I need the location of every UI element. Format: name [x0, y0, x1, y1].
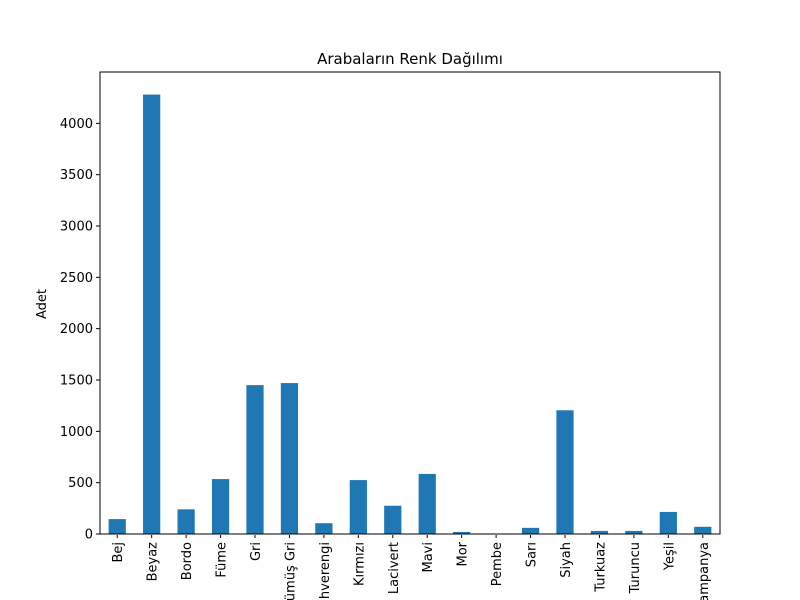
- x-tick-label: Turuncu: [628, 542, 643, 594]
- x-tick-label: Pembe: [490, 542, 505, 586]
- bar-7: [349, 480, 367, 534]
- x-tick-label: Turkuaz: [593, 542, 608, 593]
- x-tick-label: Kırmızı: [352, 542, 367, 586]
- x-tick-label: Şampanya: [697, 542, 712, 600]
- bar-0: [108, 519, 126, 534]
- y-tick-label: 2000: [60, 322, 93, 337]
- bar-12: [521, 527, 540, 534]
- bar-14: [590, 530, 609, 534]
- x-tick-label: Kahverengi: [318, 542, 333, 600]
- x-tick-label: Beyaz: [146, 542, 161, 582]
- x-tick-label: Mavi: [421, 542, 436, 573]
- bar-6: [315, 523, 333, 534]
- y-tick-label: 1000: [60, 425, 93, 440]
- y-tick-label: 3000: [60, 220, 93, 235]
- x-tick-label: Sarı: [525, 542, 540, 567]
- y-axis-label: Adet: [35, 289, 50, 319]
- chart-title: Arabaların Renk Dağılımı: [317, 50, 503, 68]
- bar-15: [625, 530, 643, 534]
- bar-17: [694, 526, 712, 534]
- x-tick-label: Bordo: [180, 542, 195, 580]
- y-tick-label: 0: [85, 528, 93, 543]
- y-tick-label: 4000: [60, 117, 93, 132]
- bar-13: [556, 410, 574, 534]
- plot-frame: [99, 71, 721, 535]
- bar-1: [143, 94, 161, 534]
- bar-4: [246, 385, 264, 534]
- bar-10: [453, 531, 471, 534]
- bar-9: [418, 473, 436, 534]
- y-tick-label: 500: [68, 476, 93, 491]
- x-axis-ticks: Bej Beyaz Bordo Füme Gri Gümüş Gri Kahverengi K…: [111, 535, 712, 600]
- x-tick-label: Lacivert: [387, 542, 402, 594]
- bar-16: [659, 511, 677, 534]
- x-tick-label: Yeşil: [662, 542, 677, 571]
- x-tick-label: Bej: [111, 542, 126, 563]
- y-axis-ticks: 0 500 1000 1500 2000 2500 3000 3500 4000: [60, 117, 100, 543]
- x-tick-label: Mor: [456, 541, 471, 566]
- x-tick-label: Siyah: [559, 542, 574, 578]
- y-tick-label: 1500: [60, 374, 93, 389]
- x-tick-label: Füme: [215, 542, 230, 578]
- x-tick-label: Gri: [249, 542, 264, 561]
- bar-8: [384, 505, 402, 534]
- bar-2: [177, 509, 195, 534]
- x-tick-label: Gümüş Gri: [283, 542, 298, 600]
- bar-5: [280, 383, 299, 534]
- y-tick-label: 2500: [60, 271, 93, 286]
- bars-group: [108, 94, 712, 534]
- y-tick-label: 3500: [60, 168, 93, 183]
- bar-3: [211, 479, 230, 534]
